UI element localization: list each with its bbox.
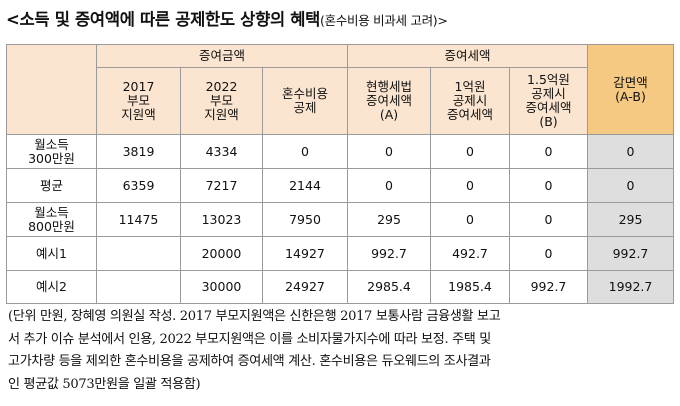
table-cell: 2985.4	[347, 270, 431, 304]
tax-benefit-table: 증여금액 증여세액 감면액 (A-B) 2017 부모 지원액 2022 부모 …	[6, 44, 674, 304]
table-row: 예시1 20000 14927 992.7 492.7 0 992.7	[6, 236, 674, 271]
table-cell: 13023	[180, 202, 263, 237]
table-cell: 0	[430, 168, 510, 203]
table-cell: 0	[430, 134, 510, 169]
table-cell: 3819	[96, 134, 181, 169]
title-subtitle: (혼수비용 비과세 고려)>	[320, 13, 448, 28]
table-cell: 992.7	[509, 270, 588, 304]
header-gift-tax: 증여세액	[347, 44, 588, 68]
note-line: 인 평균값 5073만원을 일괄 적용함)	[8, 376, 201, 392]
table-cell: 0	[509, 202, 588, 237]
row-label: 평균	[6, 168, 97, 203]
header-gift-amount: 증여금액	[96, 44, 348, 68]
header-wedding-deduction: 혼수비용 공제	[262, 67, 348, 135]
table-cell: 1985.4	[430, 270, 510, 304]
table-cell	[96, 270, 181, 304]
header-100m-tax: 1억원 공제시 증여세액	[430, 67, 510, 135]
note-line: 서 추가 이슈 분석에서 인용, 2022 부모지원액은 이를 소비자물가지수에…	[8, 331, 491, 347]
table-cell: 14927	[262, 236, 348, 271]
table-cell: 0	[509, 134, 588, 169]
note-line: 고가차량 등을 제외한 혼수비용을 공제하여 증여세액 계산. 혼수비용은 듀오…	[8, 354, 491, 369]
table-cell: 30000	[180, 270, 263, 304]
source-note: (단위 만원, 장혜영 의원실 작성. 2017 부모지원액은 신한은행 201…	[8, 306, 676, 396]
row-label: 월소득 300만원	[6, 134, 97, 169]
header-row-columns: 2017 부모 지원액 2022 부모 지원액 혼수비용 공제 현행세법 증여세…	[7, 67, 674, 135]
table-cell: 0	[347, 134, 431, 169]
table-cell: 11475	[96, 202, 181, 237]
table-cell: 24927	[262, 270, 348, 304]
table-cell	[96, 236, 181, 271]
table-cell: 0	[262, 134, 348, 169]
header-current-tax: 현행세법 증여세액 (A)	[347, 67, 431, 135]
table-row: 예시2 30000 24927 2985.4 1985.4 992.7 1992…	[6, 270, 674, 304]
note-line: (단위 만원, 장혜영 의원실 작성. 2017 부모지원액은 신한은행 201…	[8, 309, 501, 324]
header-reduction: 감면액 (A-B)	[587, 44, 674, 135]
row-label: 예시1	[6, 236, 97, 271]
table-title: <소득 및 증여액에 따른 공제한도 상향의 혜택(혼수비용 비과세 고려)>	[6, 6, 448, 30]
header-150m-tax: 1.5억원 공제시 증여세액 (B)	[509, 67, 588, 135]
header-2022-support: 2022 부모 지원액	[180, 67, 263, 135]
table-cell: 4334	[180, 134, 263, 169]
reduction-cell: 1992.7	[587, 270, 674, 304]
reduction-cell: 0	[587, 134, 674, 169]
table-cell: 0	[347, 168, 431, 203]
table-cell: 0	[430, 202, 510, 237]
table-cell: 6359	[96, 168, 181, 203]
header-2017-support: 2017 부모 지원액	[96, 67, 181, 135]
row-label: 월소득 800만원	[6, 202, 97, 237]
table-row: 월소득 300만원 3819 4334 0 0 0 0 0	[6, 134, 674, 169]
table-cell: 20000	[180, 236, 263, 271]
table-row: 평균 6359 7217 2144 0 0 0 0	[6, 168, 674, 203]
table-row: 월소득 800만원 11475 13023 7950 295 0 0 295	[6, 202, 674, 237]
header-corner	[6, 44, 97, 135]
table-cell: 0	[509, 236, 588, 271]
table-cell: 0	[509, 168, 588, 203]
table-cell: 7950	[262, 202, 348, 237]
table-cell: 2144	[262, 168, 348, 203]
title-main: <소득 및 증여액에 따른 공제한도 상향의 혜택	[6, 10, 321, 29]
table-cell: 992.7	[347, 236, 431, 271]
row-label: 예시2	[6, 270, 97, 304]
reduction-cell: 295	[587, 202, 674, 237]
table-cell: 492.7	[430, 236, 510, 271]
header-row-groups: 증여금액 증여세액 감면액 (A-B)	[6, 44, 674, 135]
table-cell: 295	[347, 202, 431, 237]
reduction-cell: 992.7	[587, 236, 674, 271]
table-cell: 7217	[180, 168, 263, 203]
reduction-cell: 0	[587, 168, 674, 203]
